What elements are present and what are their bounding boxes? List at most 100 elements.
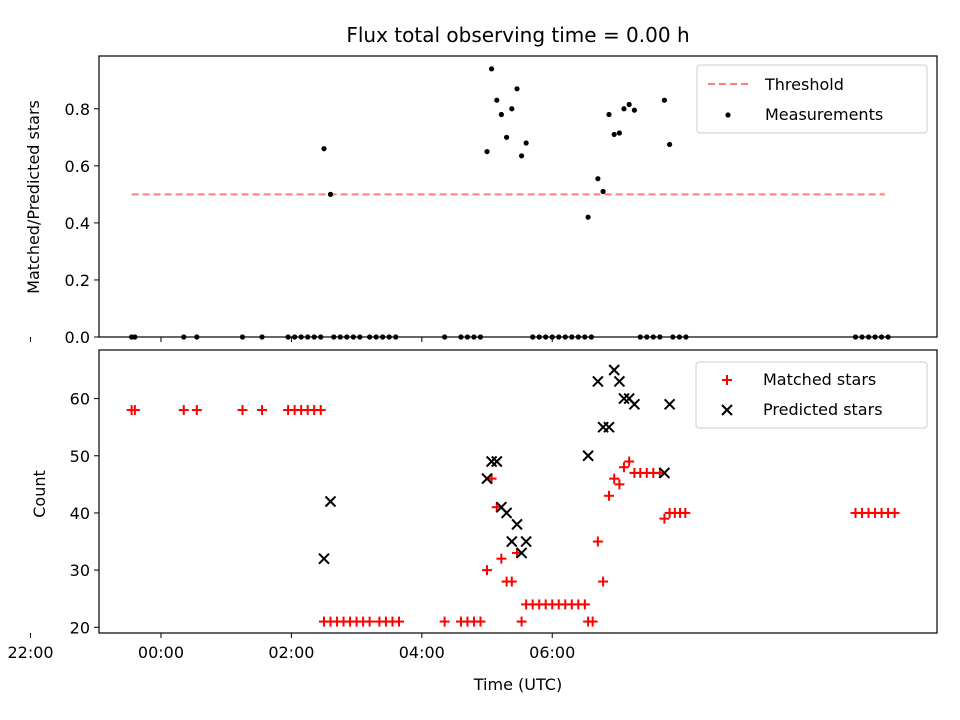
predicted-star-point <box>500 507 513 519</box>
measurement-point <box>484 148 490 155</box>
measurement-point <box>585 214 591 220</box>
top-y-tick-label: 0.2 <box>65 271 90 290</box>
top-axes-frame <box>98 55 938 338</box>
measurement-point <box>514 86 520 92</box>
predicted-star-point <box>663 398 676 411</box>
bottom-legend-frame <box>695 361 928 429</box>
predicted-star-point <box>582 450 594 462</box>
measurement-point <box>321 146 327 152</box>
predicted-star-point <box>511 518 523 531</box>
predicted-legend-label: Predicted stars <box>763 400 883 419</box>
matched-star-point <box>496 553 507 564</box>
x-tick-label: 22:00 <box>7 643 53 662</box>
x-tick-label: 06:00 <box>529 643 575 662</box>
predicted-star-point <box>613 375 626 388</box>
bottom-legend: Matched stars Predicted stars <box>695 361 928 429</box>
top-y-tick-label: 0.6 <box>65 157 90 176</box>
matched-star-point <box>364 616 375 627</box>
top-panel: 0.00.20.40.60.8 Matched/Predicted stars … <box>24 55 938 347</box>
top-y-axis-label: Matched/Predicted stars <box>24 100 43 294</box>
measurement-point <box>606 111 612 118</box>
bottom-axes-frame <box>98 349 938 634</box>
predicted-star-point <box>506 535 518 548</box>
x-axis-label: Time (UTC) <box>473 675 562 694</box>
matched-star-point <box>506 576 517 587</box>
bottom-y-tick-label: 60 <box>70 390 90 409</box>
measurements-legend-label: Measurements <box>765 105 883 124</box>
measurement-point <box>631 107 638 113</box>
measurement-point <box>494 97 500 103</box>
top-legend: Threshold Measurements <box>696 64 928 134</box>
matched-star-point <box>393 616 404 627</box>
measurement-point <box>626 101 632 108</box>
measurement-point <box>600 188 606 195</box>
bottom-y-tick-label: 30 <box>70 561 90 580</box>
matched-star-point <box>614 479 625 490</box>
matched-star-point <box>598 576 609 587</box>
matched-star-point <box>257 405 268 416</box>
predicted-star-point <box>658 467 671 479</box>
measurement-point <box>661 97 668 103</box>
predicted-star-point <box>520 535 532 548</box>
top-y-tick-label: 0.4 <box>65 214 90 233</box>
predicted-star-point <box>481 472 493 485</box>
top-y-tick-label: 0.0 <box>65 328 90 347</box>
top-legend-frame <box>696 64 928 134</box>
predicted-star-point <box>592 375 604 388</box>
matched-star-point <box>237 405 248 416</box>
threshold-legend-label: Threshold <box>764 75 844 94</box>
measurement-point <box>498 111 504 118</box>
matched-star-point <box>129 405 140 416</box>
bottom-y-tick-label: 20 <box>70 618 90 637</box>
measurement-point <box>509 106 515 112</box>
measurement-point <box>327 191 334 197</box>
predicted-star-point <box>603 421 615 433</box>
matched-star-point <box>624 456 635 467</box>
bottom-y-tick-label: 40 <box>70 504 90 523</box>
chart-title: Flux total observing time = 0.00 h <box>346 23 689 47</box>
matched-legend-marker <box>722 375 732 385</box>
measurement-point <box>488 66 495 72</box>
matched-legend-label: Matched stars <box>763 370 876 389</box>
measurement-point <box>518 153 525 159</box>
measurement-point <box>611 131 617 138</box>
top-y-tick-label: 0.8 <box>65 100 90 119</box>
x-tick-label: 02:00 <box>268 643 314 662</box>
predicted-star-point <box>491 455 503 468</box>
predicted-star-point <box>608 364 620 376</box>
bottom-data-layer <box>126 364 900 627</box>
matched-star-point <box>482 565 493 576</box>
matched-star-point <box>579 599 590 610</box>
bottom-y-tick-label: 50 <box>70 447 90 466</box>
matched-star-point <box>315 405 326 416</box>
matched-star-point <box>603 490 614 501</box>
matched-star-point <box>178 405 189 416</box>
measurement-point <box>616 130 623 136</box>
x-tick-label: 04:00 <box>399 643 445 662</box>
top-ticks: 0.0 0.2 0.4 0.6 0.8 <box>30 100 553 347</box>
matched-star-point <box>516 616 527 627</box>
matched-star-point <box>191 405 202 416</box>
matched-star-point <box>618 462 629 473</box>
measurement-point <box>621 106 627 112</box>
predicted-legend-marker <box>721 404 733 416</box>
bottom-y-axis-label: Count <box>30 470 49 518</box>
predicted-star-point <box>618 392 630 405</box>
predicted-star-point <box>318 552 330 565</box>
matched-star-point <box>587 616 598 627</box>
matched-star-point <box>680 507 691 518</box>
matched-star-point <box>475 616 486 627</box>
bottom-panel: 203040506020:0022:0000:0002:0004:0006:00… <box>7 349 938 694</box>
measurement-point <box>667 141 673 148</box>
measurements-legend-marker <box>725 112 731 118</box>
measurement-point <box>503 134 510 140</box>
predicted-star-point <box>628 398 641 411</box>
predicted-star-point <box>515 547 528 559</box>
x-tick-label: 00:00 <box>138 643 184 662</box>
measurement-point <box>595 176 601 182</box>
predicted-star-point <box>485 455 498 468</box>
matched-star-point <box>439 616 450 627</box>
measurement-point <box>523 140 529 146</box>
